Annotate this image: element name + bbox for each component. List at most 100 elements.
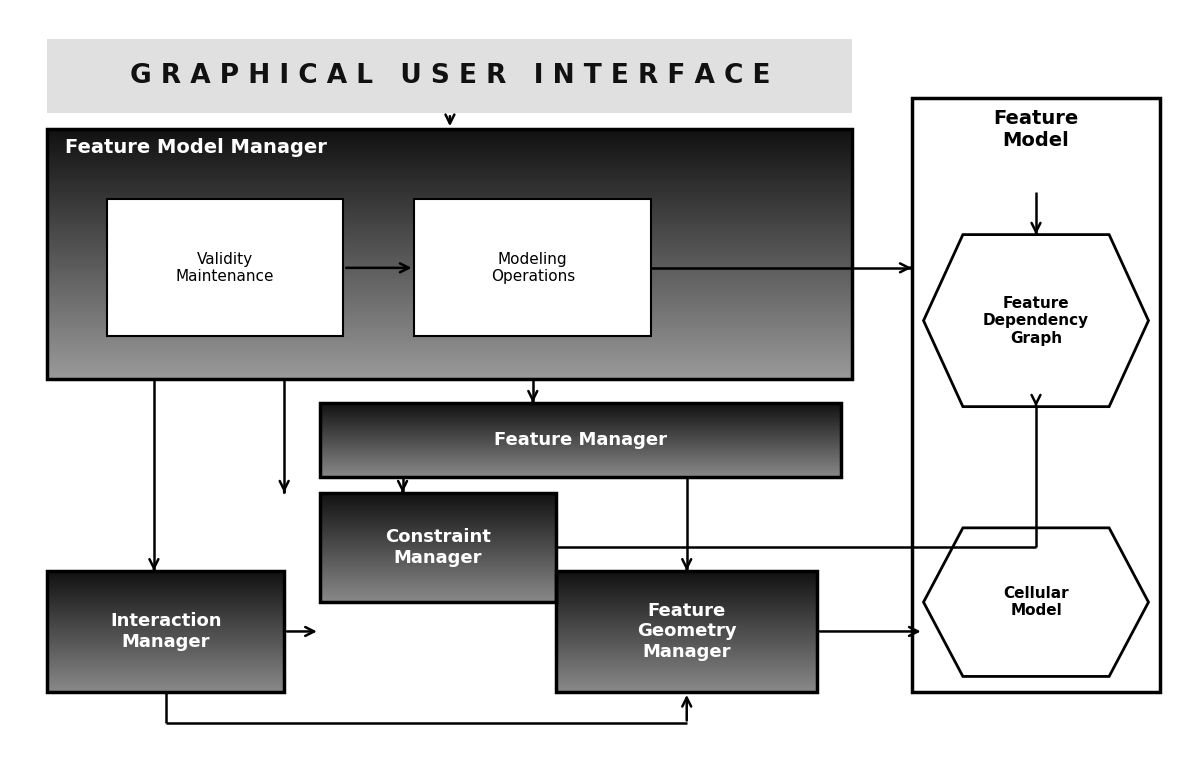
Bar [47, 354, 852, 357]
Bar [320, 559, 556, 560]
Bar [47, 363, 852, 364]
Bar [556, 690, 817, 691]
Bar [47, 208, 852, 210]
Bar [47, 225, 852, 227]
Bar [47, 163, 852, 164]
Bar [47, 298, 852, 300]
Bar [47, 189, 852, 192]
Bar [47, 688, 284, 689]
Bar [556, 606, 817, 607]
Text: Interaction
Manager: Interaction Manager [110, 612, 221, 651]
Bar [47, 133, 852, 135]
Bar [47, 264, 852, 267]
Bar [320, 588, 556, 590]
Bar [47, 683, 284, 684]
Bar [320, 557, 556, 558]
Bar [47, 292, 852, 294]
Bar [47, 277, 852, 279]
Bar [47, 317, 852, 319]
Bar [556, 575, 817, 576]
Bar [47, 258, 852, 260]
Bar [556, 592, 817, 593]
Bar [47, 578, 284, 579]
Text: Modeling
Operations: Modeling Operations [490, 252, 575, 284]
Bar [320, 514, 556, 515]
Bar [47, 244, 852, 246]
Bar [47, 302, 852, 304]
Bar [556, 641, 817, 643]
Bar [320, 601, 556, 602]
Bar [47, 283, 852, 285]
Bar [47, 196, 852, 198]
Bar [320, 537, 556, 538]
Bar [47, 647, 284, 648]
Bar [556, 602, 817, 603]
Bar [47, 296, 852, 298]
Bar [47, 681, 284, 682]
Bar [47, 591, 284, 592]
Bar [556, 587, 817, 588]
Bar [556, 615, 817, 616]
Text: Validity
Maintenance: Validity Maintenance [175, 252, 275, 284]
Bar [47, 152, 852, 154]
Bar [47, 329, 852, 332]
Bar [556, 669, 817, 670]
Bar [320, 548, 556, 549]
Bar [47, 352, 852, 354]
Bar [320, 531, 556, 532]
Bar [47, 587, 284, 588]
Bar [47, 289, 852, 292]
Bar [47, 680, 284, 681]
Bar [47, 601, 284, 602]
Bar [320, 541, 556, 542]
Bar [320, 561, 556, 562]
Bar [320, 551, 556, 552]
Bar [47, 675, 284, 676]
Bar [556, 634, 817, 636]
Bar [556, 599, 817, 600]
Bar [556, 650, 817, 651]
Bar [47, 650, 284, 651]
Bar [47, 154, 852, 156]
Bar [320, 524, 556, 525]
Bar [320, 597, 556, 598]
Bar [47, 586, 284, 587]
Bar [556, 601, 817, 602]
Bar [556, 664, 817, 665]
Bar [47, 150, 852, 152]
Bar [556, 604, 817, 605]
Bar [556, 610, 817, 612]
Bar [47, 167, 852, 169]
Bar [47, 160, 852, 163]
Bar [556, 662, 817, 663]
Bar [556, 588, 817, 589]
Bar [47, 300, 852, 302]
Bar [47, 369, 852, 371]
Bar [47, 679, 284, 680]
Bar [47, 192, 852, 194]
Bar [320, 584, 556, 585]
Bar [47, 672, 284, 673]
Bar [556, 576, 817, 577]
Text: Feature
Model: Feature Model [993, 109, 1079, 150]
Bar [47, 664, 284, 665]
Bar [556, 655, 817, 657]
Bar [47, 252, 852, 254]
Bar [556, 622, 817, 623]
Bar [320, 533, 556, 535]
Bar [320, 518, 556, 519]
Bar [912, 98, 1160, 692]
Bar [47, 630, 284, 632]
Bar [556, 657, 817, 658]
Bar [556, 636, 817, 637]
Bar [47, 590, 284, 591]
Bar [47, 654, 284, 655]
Bar [47, 676, 284, 677]
Bar [556, 590, 817, 591]
Bar [47, 373, 852, 375]
Bar [320, 526, 556, 527]
Bar [556, 598, 817, 599]
Bar [47, 690, 284, 691]
Bar [47, 332, 852, 333]
Bar [556, 593, 817, 594]
